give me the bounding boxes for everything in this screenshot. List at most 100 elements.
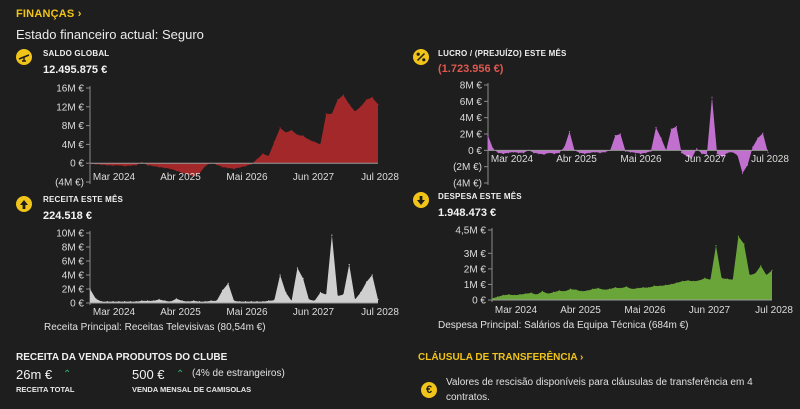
lucro-point [619,133,621,135]
transfer-clause-text: Valores de rescisão disponíveis para clá… [446,375,753,405]
despesa-point [553,291,555,293]
receita-area [90,235,378,303]
saldo-point [377,103,379,105]
receita-principal: Receita Principal: Receitas Televisivas … [44,322,266,333]
receita-point [164,300,166,302]
despesa-point [743,243,745,245]
saldo-point [268,155,270,157]
saldo-point [193,175,195,177]
transfer-clause-link[interactable]: CLÁUSULA DE TRANSFERÊNCIA › [418,352,583,363]
receita-point [147,300,149,302]
lucro-point [752,146,754,148]
saldo-point [348,103,350,105]
saldo-point [360,106,362,108]
lucro-label: LUCRO / (PREJUÍZO) ESTE MÊS [438,49,567,58]
lucro-point [736,154,739,156]
receita-point [112,301,114,303]
saldo-point [227,167,229,169]
merch-monthly-caption: VENDA MENSAL DE CAMISOLAS [132,385,252,394]
x-tick-label: Abr 2025 [160,172,201,183]
receita-point [100,301,103,303]
merch-total-caption: RECEITA TOTAL [16,385,75,394]
lucro-point [502,153,504,155]
lucro-point [507,152,509,154]
x-tick-label: Mai 2026 [620,154,662,165]
x-tick-label: Abr 2025 [560,305,601,316]
receita-point [89,288,91,290]
lucro-point [512,151,515,153]
despesa-value: 1.948.473 € [438,207,497,219]
receita-point [331,234,333,236]
lucro-point [538,153,540,155]
receita-point [216,300,218,302]
saldo-point [118,164,120,166]
merch-title: RECEITA DA VENDA PRODUTOS DO CLUBE [16,352,228,363]
lucro-point [553,153,555,155]
receita-point [210,300,212,302]
saldo-point [175,170,177,172]
saldo-point [129,164,131,167]
lucro-point [517,152,520,154]
saldo-point [273,141,275,143]
despesa-point [558,290,560,292]
saldo-point [365,99,368,101]
y-tick-label: 10M € [56,229,84,240]
lucro-point [558,152,560,154]
despesa-point [637,287,639,289]
lucro-point [762,132,764,134]
despesa-point [737,235,739,237]
y-tick-label: 0 € [472,296,486,307]
chevron-right-icon: › [577,352,584,363]
receita-point [319,291,321,294]
financial-status: Estado financeiro actual: Seguro [16,27,204,42]
despesa-point [715,245,717,247]
receita-point [106,301,108,303]
saldo-point [279,127,281,129]
y-tick-label: (2M €) [453,162,482,173]
receita-point [279,274,281,276]
lucro-point [640,153,642,155]
receita-point [239,301,241,303]
receita-point [354,298,356,301]
receita-point [175,298,177,300]
saldo-point [106,164,108,166]
merch-monthly-note: (4% de estrangeiros) [192,368,285,379]
despesa-point [569,288,571,290]
despesa-point [508,294,510,296]
lucro-point [680,152,683,154]
lucro-point [645,152,647,154]
x-tick-label: Abr 2025 [556,154,597,165]
despesa-point [541,290,543,292]
finance-link[interactable]: FINANÇAS › [16,8,82,20]
lucro-point [716,153,718,155]
transfer-clause-line2: contratos. [446,392,490,403]
merch-total-value: 26m € [16,367,53,382]
saldo-point [331,113,333,115]
balance-scale-icon [16,49,32,65]
lucro-point [497,152,499,154]
saldo-point [170,168,172,170]
arrow-down-icon [413,192,429,208]
x-tick-label: Mar 2024 [93,307,136,318]
x-tick-label: Jul 2028 [751,154,789,165]
saldo-point [112,164,114,167]
saldo-point [141,161,143,163]
lucro-point [568,131,571,133]
receita-point [314,300,316,302]
lucro-point [533,152,535,154]
x-tick-label: Jun 2027 [293,307,335,318]
lucro-point [696,148,698,150]
lucro-point [670,128,672,130]
saldo-point [233,168,235,170]
receita-point [187,301,189,303]
receita-point [377,298,379,301]
receita-point [152,300,154,302]
y-tick-label: 6M € [460,97,483,108]
despesa-point [491,297,493,299]
receita-chart: 10M € 8M € 6M € 4M € 2M € 0 € Mar 2024 Abr 2025… [56,229,399,319]
arrow-up-icon [16,196,32,212]
saldo-value: 12.495.875 € [43,64,108,76]
saldo-point [325,113,327,115]
saldo-area [90,95,378,177]
y-tick-label: 2M € [464,264,487,275]
